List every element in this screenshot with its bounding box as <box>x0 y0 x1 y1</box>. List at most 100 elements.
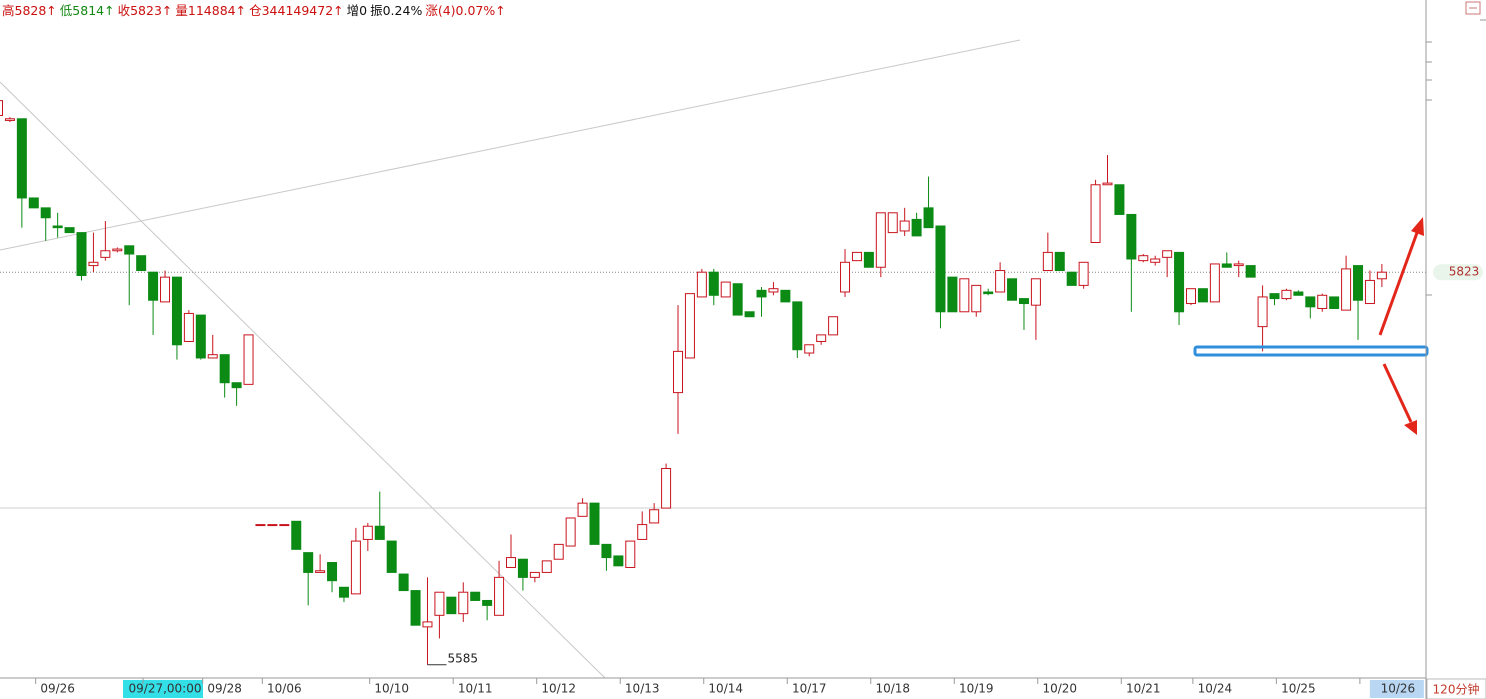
candle-body <box>959 278 970 313</box>
candle-body <box>28 197 39 209</box>
last-price-tag <box>1433 264 1483 281</box>
candle-body <box>422 621 433 628</box>
quote-field: 仓344149472↑ <box>249 3 344 18</box>
candle-body <box>1257 296 1268 328</box>
candle-body <box>183 312 194 342</box>
x-tick-label: 10/26 <box>1381 682 1416 696</box>
candle-body <box>768 288 779 293</box>
candle-body <box>88 261 99 267</box>
arrow-up <box>1378 229 1420 336</box>
candle-body <box>16 118 27 199</box>
candle-body <box>124 245 135 255</box>
candle-body <box>1341 268 1352 311</box>
low-label: 5585 <box>447 651 478 665</box>
x-tick-label: 10/25 <box>1281 682 1316 696</box>
candle-body <box>1054 251 1065 272</box>
candle-body <box>136 255 147 272</box>
candle-body <box>291 520 302 550</box>
quote-field: 高5828↑ <box>2 3 57 18</box>
candle-body <box>1150 258 1161 263</box>
last-label-bg <box>1369 680 1424 698</box>
candle-body <box>887 212 898 234</box>
candle-body <box>1007 278 1018 301</box>
quote-field: 增0 <box>347 3 368 18</box>
candle-body <box>410 590 421 626</box>
quote-header: 高5828↑ 低5814↑ 收5823↑ 量114884↑ 仓344149472↑ 增0 振… <box>2 3 506 18</box>
candle-body <box>1030 278 1041 306</box>
candle-body <box>1018 298 1029 305</box>
x-tick-label: 10/20 <box>1042 682 1077 696</box>
candle-body <box>851 251 862 262</box>
candle-body <box>673 350 684 394</box>
candle-body <box>1364 279 1375 305</box>
candle-body <box>398 573 409 592</box>
trend-line <box>0 81 606 679</box>
drawings <box>0 39 1426 679</box>
candle-body <box>76 232 87 276</box>
candle-body <box>780 289 791 303</box>
candle-body <box>708 271 719 296</box>
candle-body <box>756 289 767 298</box>
candle-body <box>684 293 695 359</box>
x-tick-label: 09/28 <box>207 682 242 696</box>
candle-body <box>828 316 839 336</box>
x-tick-label: 10/21 <box>1126 682 1161 696</box>
candle-body <box>804 344 815 354</box>
candle-body <box>243 334 254 385</box>
candle-body <box>601 543 612 559</box>
candle-body <box>171 276 182 346</box>
arrow-head <box>1411 217 1424 236</box>
candle-body <box>505 557 516 568</box>
candle-body <box>529 571 540 578</box>
x-tick-label: 10/14 <box>708 682 743 696</box>
candle-body <box>1114 184 1125 215</box>
candle-body <box>303 552 314 573</box>
candle-body <box>649 509 660 524</box>
x-tick-label: 10/06 <box>267 682 302 696</box>
candle-body <box>148 271 159 301</box>
candle-body <box>315 570 326 573</box>
candle-body <box>374 525 385 540</box>
x-tick-label: 09/26 <box>40 682 75 696</box>
x-tick-label: 10/19 <box>959 682 994 696</box>
candle-body <box>1102 182 1113 186</box>
candle-body <box>1186 288 1196 305</box>
candle-body <box>541 560 552 573</box>
last-price-label: 5823 <box>1449 265 1480 279</box>
candle-body <box>816 334 827 342</box>
candle-body <box>100 250 111 258</box>
candle-body <box>195 314 206 359</box>
candle-body <box>935 225 946 313</box>
candle-body <box>112 248 123 252</box>
arrow-down <box>1382 363 1413 423</box>
candle-body <box>899 220 910 232</box>
candle-body <box>1329 296 1340 309</box>
candle-body <box>267 524 278 527</box>
candle-body <box>1269 293 1280 300</box>
candle-body <box>1353 265 1364 301</box>
candle-body <box>1174 251 1185 313</box>
candle-body <box>362 525 373 540</box>
candle-body <box>279 524 290 527</box>
period-box[interactable] <box>1426 678 1486 699</box>
quote-field: 低5814↑ <box>60 3 115 18</box>
candle-body <box>1293 291 1304 296</box>
candle-body <box>494 576 505 616</box>
candle-body <box>744 311 755 318</box>
x-tick-label: 10/12 <box>541 682 576 696</box>
candle-body <box>4 118 15 121</box>
candle-body <box>1042 251 1053 272</box>
candle-body <box>517 558 528 578</box>
candle-body <box>947 276 958 313</box>
candle-body <box>1233 263 1244 267</box>
candle-body <box>1376 271 1387 280</box>
candle-body <box>207 354 218 359</box>
candle-body <box>732 283 743 316</box>
candle-body <box>434 591 445 616</box>
candle-body <box>1162 250 1173 258</box>
candle-body <box>720 281 731 298</box>
trend-line <box>0 39 1021 251</box>
candle-body <box>470 591 481 601</box>
candle-body <box>875 212 886 268</box>
